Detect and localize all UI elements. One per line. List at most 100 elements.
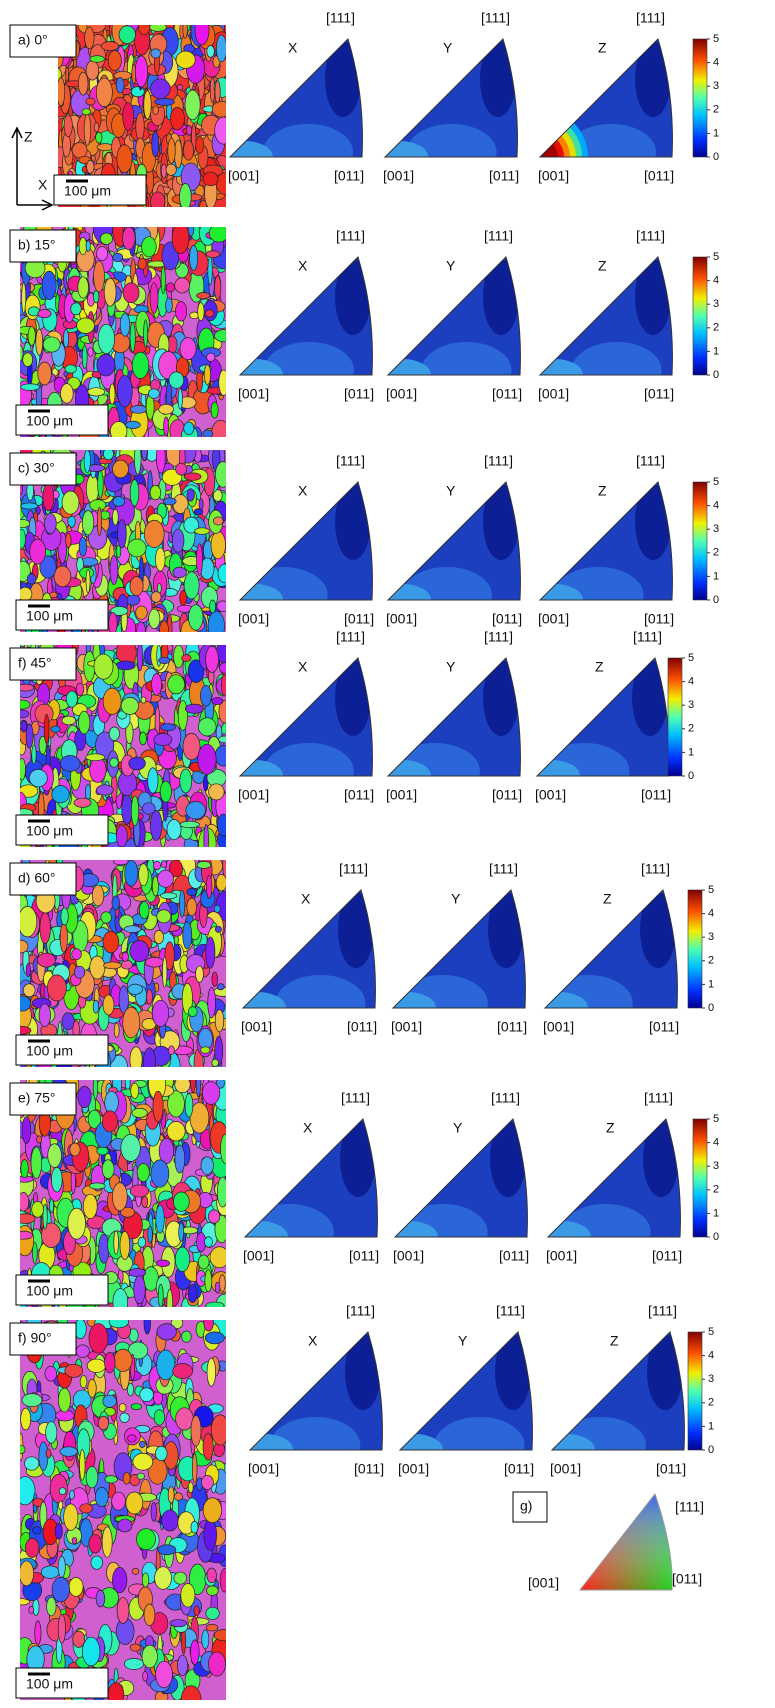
- grain: [211, 420, 230, 447]
- grain: [109, 612, 117, 634]
- grain: [120, 1413, 130, 1423]
- colorbar-tick-label: 3: [688, 699, 694, 711]
- grain: [136, 606, 148, 619]
- colorbar: [693, 1119, 707, 1237]
- pole-axis: X: [298, 659, 308, 675]
- grain: [38, 310, 51, 318]
- grain: [72, 1537, 77, 1544]
- grain: [78, 1086, 91, 1108]
- grain: [83, 1194, 97, 1218]
- pole-figure: [539, 1332, 684, 1473]
- scale-bar-label: 100 μm: [26, 413, 73, 429]
- grain: [61, 908, 68, 925]
- grain: [118, 1519, 132, 1532]
- grain: [121, 960, 132, 969]
- pole-left: [001]: [538, 386, 569, 402]
- grain: [90, 56, 105, 63]
- grain: [188, 1482, 193, 1493]
- pole-axis: Z: [598, 483, 607, 499]
- pole-figure: [535, 1119, 680, 1260]
- pole-top: [111]: [341, 1090, 370, 1106]
- grain: [105, 1091, 119, 1113]
- grain: [149, 23, 166, 31]
- pole-right: [011]: [644, 386, 674, 402]
- pole-axis: X: [308, 1333, 318, 1349]
- grain: [102, 1111, 117, 1132]
- grain: [212, 1059, 219, 1066]
- grain: [90, 500, 106, 511]
- grain: [211, 1415, 229, 1445]
- grain: [216, 874, 227, 891]
- grain: [206, 1624, 218, 1631]
- scale-bar-label: 100 μm: [26, 1283, 73, 1299]
- colorbar-tick-label: 1: [708, 978, 714, 990]
- grain: [109, 727, 119, 741]
- grain: [158, 870, 174, 887]
- contour-dark: [647, 1334, 683, 1410]
- grain: [197, 544, 203, 576]
- grain: [183, 141, 193, 161]
- pole-left: [001]: [238, 611, 269, 627]
- grain: [166, 283, 174, 292]
- grain: [156, 1205, 164, 1233]
- pole-right: [011]: [492, 787, 522, 803]
- grain: [175, 1247, 189, 1272]
- grain: [113, 253, 123, 262]
- pole-axis: Y: [446, 258, 456, 274]
- grain: [113, 858, 128, 864]
- grain: [138, 1237, 146, 1247]
- contour-dark: [480, 41, 516, 117]
- grain: [86, 240, 90, 251]
- grain: [123, 283, 139, 303]
- grain: [90, 758, 106, 783]
- grain: [185, 704, 203, 713]
- grain: [157, 645, 161, 667]
- grain: [86, 98, 95, 105]
- grain: [174, 140, 182, 168]
- grain: [114, 1349, 132, 1371]
- colorbar-tick-label: 4: [708, 1350, 714, 1362]
- grain: [183, 733, 200, 760]
- grain: [173, 1192, 189, 1211]
- grain: [30, 539, 46, 564]
- grain: [176, 302, 187, 322]
- grain: [203, 430, 213, 438]
- grain: [142, 803, 155, 815]
- grain: [88, 347, 93, 356]
- grain: [134, 443, 141, 474]
- colorbar-tick-label: 1: [708, 1420, 714, 1432]
- pole-figure: [227, 257, 372, 398]
- grain: [139, 864, 149, 886]
- panel-label: c) 30°: [18, 460, 55, 476]
- grain: [219, 736, 231, 743]
- grain: [76, 683, 84, 695]
- legend-label: g): [520, 1498, 532, 1514]
- grain: [161, 267, 165, 294]
- pole-left: [001]: [383, 168, 414, 184]
- grain: [199, 499, 203, 510]
- grain: [127, 1383, 133, 1396]
- colorbar-tick-label: 5: [708, 1326, 714, 1338]
- grain: [38, 362, 52, 385]
- grain: [18, 758, 25, 780]
- grain: [17, 684, 34, 691]
- grain: [22, 1394, 42, 1407]
- grain: [183, 21, 188, 38]
- pole-figure: [375, 658, 520, 799]
- grain: [132, 1568, 139, 1574]
- grain: [207, 1586, 219, 1595]
- pole-top: [111]: [484, 629, 513, 645]
- colorbar-tick-label: 3: [708, 931, 714, 943]
- pole-figure: [380, 890, 525, 1031]
- grain: [86, 569, 90, 593]
- grain: [180, 338, 196, 360]
- colorbar-tick-label: 0: [713, 1231, 719, 1243]
- grain: [123, 103, 134, 131]
- pole-top: [111]: [636, 228, 665, 244]
- panel-label: a) 0°: [18, 32, 48, 48]
- pole-right: [011]: [641, 787, 671, 803]
- grain: [12, 1026, 31, 1034]
- grain: [168, 675, 185, 694]
- grain: [214, 905, 220, 913]
- grain: [45, 1366, 57, 1381]
